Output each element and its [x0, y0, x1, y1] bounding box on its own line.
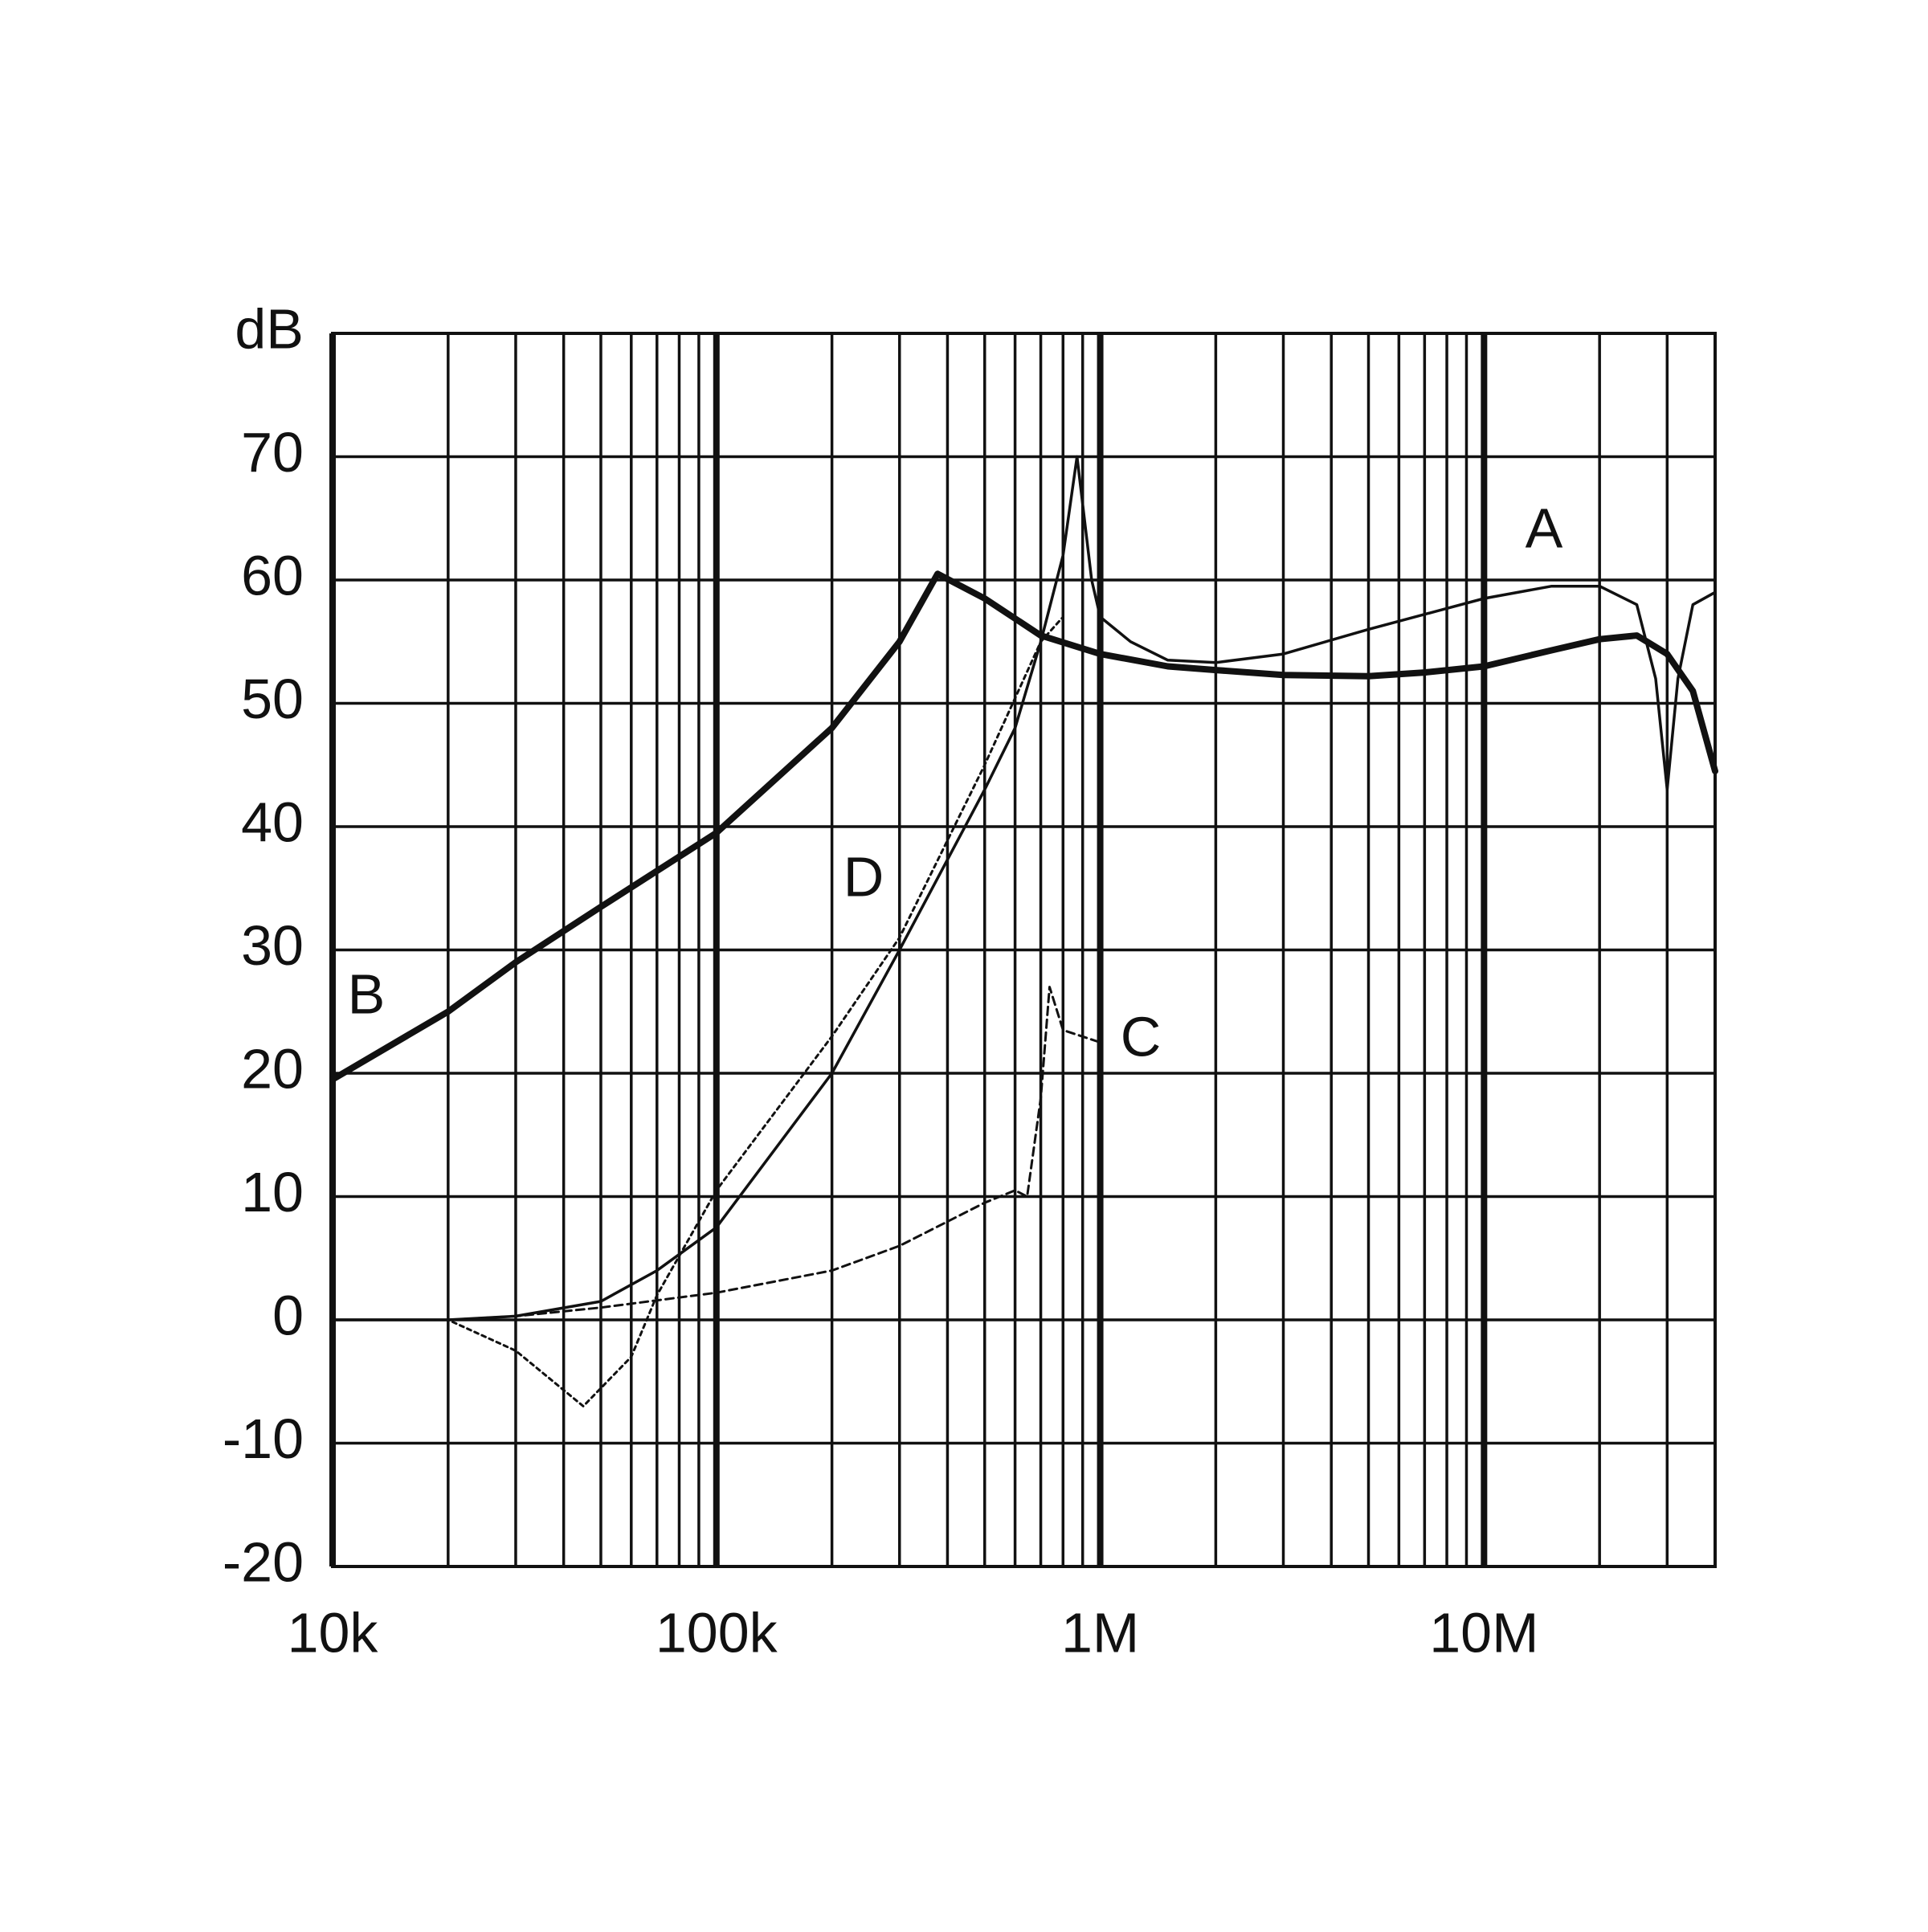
y-tick-label: 40: [241, 790, 304, 853]
x-tick-label: 100k: [656, 1601, 778, 1664]
y-tick-label: -10: [223, 1407, 304, 1470]
series-label: A: [1526, 496, 1563, 559]
y-tick-label: 70: [241, 421, 304, 484]
y-tick-label: dB: [235, 297, 304, 360]
y-tick-label: 50: [241, 668, 304, 730]
y-tick-label: 60: [241, 544, 304, 607]
y-tick-label: 20: [241, 1037, 304, 1100]
x-tick-label: 10M: [1429, 1601, 1538, 1664]
plot-frame: [331, 332, 1717, 1568]
x-tick-label: 10k: [288, 1601, 379, 1664]
series-label: B: [348, 962, 386, 1025]
data-line: [331, 455, 1717, 1321]
y-tick-label: 30: [241, 914, 304, 977]
series-label: D: [844, 845, 884, 908]
y-tick-label: 10: [241, 1161, 304, 1223]
y-tick-label: 0: [272, 1284, 304, 1346]
data-line: [447, 986, 1102, 1321]
series-label: C: [1121, 1005, 1162, 1068]
x-tick-label: 1M: [1061, 1601, 1139, 1664]
data-line: [331, 615, 1064, 1407]
data-line: [329, 570, 1718, 1083]
y-tick-label: -20: [223, 1530, 304, 1593]
